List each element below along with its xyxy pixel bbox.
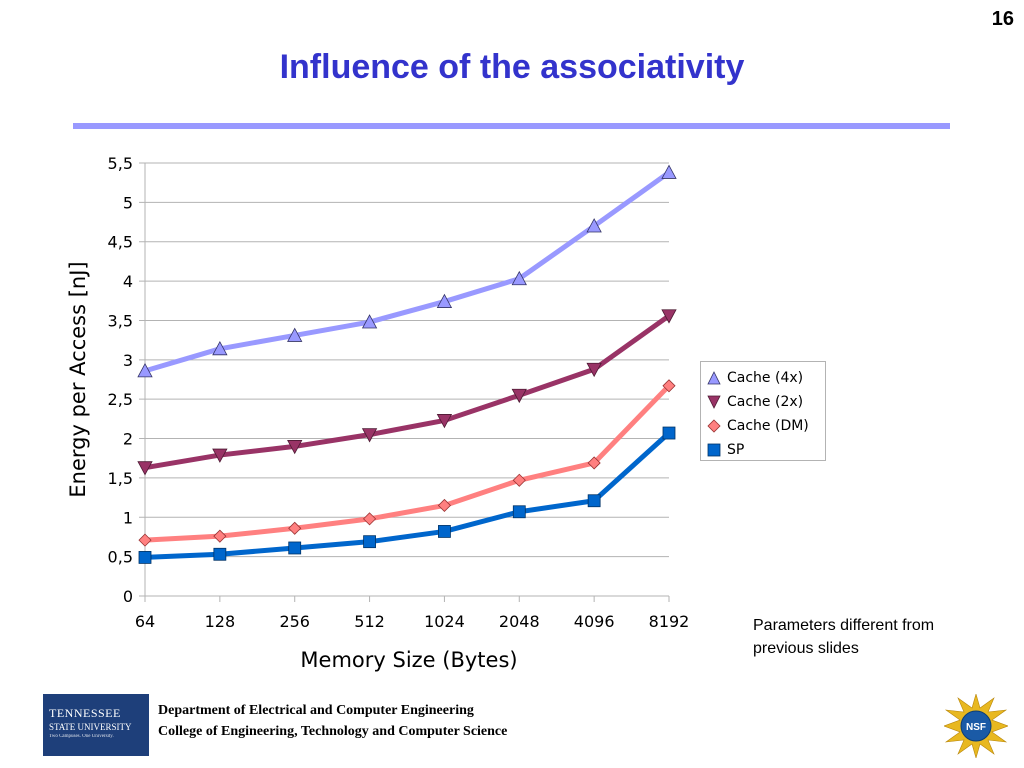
logo-text-line2: STATE UNIVERSITY [49, 722, 132, 732]
x-tick-label: 1024 [424, 612, 465, 631]
y-tick-label: 0,5 [108, 548, 133, 567]
legend-label: Cache (DM) [727, 418, 809, 434]
y-tick-label: 5 [123, 193, 133, 212]
footer-dept: Department of Electrical and Computer En… [158, 703, 474, 718]
triangle-down-marker-icon [707, 395, 721, 409]
nsf-logo-text: NSF [966, 722, 986, 733]
x-tick-label: 8192 [649, 612, 690, 631]
series-line-3 [144, 431, 671, 560]
data-point [436, 293, 453, 308]
slide-title: Influence of the associativity [279, 48, 745, 86]
x-tick-label: 512 [354, 612, 385, 631]
data-point [212, 448, 228, 463]
y-tick-label: 0 [123, 587, 133, 606]
data-point [661, 164, 677, 179]
data-point [511, 270, 527, 286]
logo-text-line3: Two Campuses. One University. [49, 734, 114, 739]
y-tick-label: 1,5 [108, 469, 133, 488]
side-note-line2: previous slides [753, 640, 859, 657]
legend-label: Cache (2x) [727, 394, 804, 410]
data-point [662, 426, 676, 440]
data-point [437, 498, 451, 513]
chart-legend: Cache (4x) Cache (2x) Cache (DM) SP [700, 361, 826, 461]
data-point [138, 533, 152, 547]
data-point [287, 327, 303, 342]
data-point [212, 340, 228, 356]
tsu-logo: TENNESSEE STATE UNIVERSITY Two Campuses.… [43, 694, 149, 756]
legend-item-cache-dm: Cache (DM) [701, 414, 825, 438]
data-point [137, 461, 153, 476]
data-point [138, 551, 152, 564]
data-point [587, 456, 601, 470]
y-tick-label: 1 [123, 508, 133, 527]
series-line-2 [144, 384, 671, 543]
legend-item-cache-2x: Cache (2x) [701, 390, 825, 414]
line-chart: 0 0,5 1 1,5 2 2,5 3 3,5 4 4,5 5 5,5 64 128 256 512 1024 2… [66, 154, 690, 672]
y-tick-label: 4 [123, 272, 133, 291]
series-line-1 [144, 313, 671, 471]
y-tick-label: 4,5 [108, 233, 133, 252]
y-tick-label: 2,5 [108, 390, 133, 409]
diamond-marker-icon [707, 419, 721, 433]
series-line-0 [144, 170, 671, 374]
y-tick-label: 3 [123, 351, 133, 370]
square-marker-icon [707, 443, 721, 457]
data-point [213, 547, 227, 561]
legend-label: SP [727, 442, 745, 458]
data-point [661, 309, 677, 324]
data-point [361, 428, 378, 443]
data-point [587, 494, 601, 508]
title-divider [73, 123, 950, 129]
side-note-line1: Parameters different from [753, 617, 935, 634]
x-axis-title: Memory Size (Bytes) [300, 648, 517, 672]
side-note: Parameters different from previous slide… [753, 614, 1003, 660]
y-tick-label: 3,5 [108, 311, 133, 330]
slide-number: 16 [991, 8, 1014, 30]
legend-item-sp: SP [701, 438, 825, 462]
data-point [438, 525, 451, 538]
footer-text: Department of Electrical and Computer En… [158, 700, 507, 742]
triangle-up-marker-icon [707, 371, 721, 385]
y-axis-title: Energy per Access [nJ] [66, 261, 90, 497]
nsf-logo-icon: NSF [944, 694, 1008, 758]
data-point [363, 512, 377, 526]
x-tick-label: 2048 [499, 612, 540, 631]
legend-item-cache-4x: Cache (4x) [701, 366, 825, 390]
data-point [512, 473, 526, 487]
data-point [137, 362, 153, 378]
x-tick-label: 256 [279, 612, 310, 631]
data-point [288, 521, 302, 535]
logo-text-line1: TENNESSEE [49, 706, 121, 720]
x-tick-label: 128 [205, 612, 236, 631]
data-point [361, 314, 378, 329]
legend-label: Cache (4x) [727, 370, 804, 386]
x-tick-label: 4096 [574, 612, 615, 631]
x-tick-label: 64 [135, 612, 155, 631]
data-point [586, 218, 602, 233]
data-point [213, 529, 227, 543]
data-point [511, 388, 527, 404]
y-tick-label: 2 [123, 430, 133, 449]
data-point [662, 379, 676, 393]
data-point [363, 535, 376, 549]
data-point [436, 414, 453, 429]
data-point [287, 440, 303, 455]
footer-college: College of Engineering, Technology and C… [158, 724, 508, 739]
data-point [512, 505, 526, 519]
y-tick-label: 5,5 [108, 154, 133, 173]
data-point [586, 362, 602, 378]
data-point [288, 541, 302, 555]
